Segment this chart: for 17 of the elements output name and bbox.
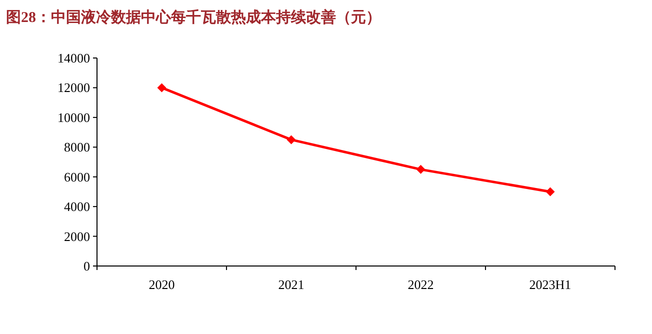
y-tick-label: 0 — [84, 258, 90, 274]
point — [157, 83, 166, 92]
y-tick-label: 10000 — [58, 110, 90, 125]
point — [416, 164, 426, 174]
y-tick-label: 4000 — [64, 199, 90, 214]
y-tick-label: 6000 — [64, 169, 90, 184]
y-tick-label: 12000 — [58, 80, 90, 96]
x-tick-label: 2021 — [278, 277, 304, 292]
x-tick-label: 2023H1 — [529, 277, 572, 292]
x-tick-label: 2022 — [408, 277, 434, 292]
y-tick-label: 8000 — [64, 140, 90, 155]
chart-title: 图28：中国液冷数据中心每千瓦散热成本持续改善（元） — [6, 8, 381, 26]
point — [286, 135, 296, 144]
y-tick-label: 14000 — [58, 50, 90, 66]
x-tick-label: 2020 — [148, 277, 175, 292]
y-tick-label: 2000 — [64, 228, 90, 244]
point — [546, 187, 555, 196]
